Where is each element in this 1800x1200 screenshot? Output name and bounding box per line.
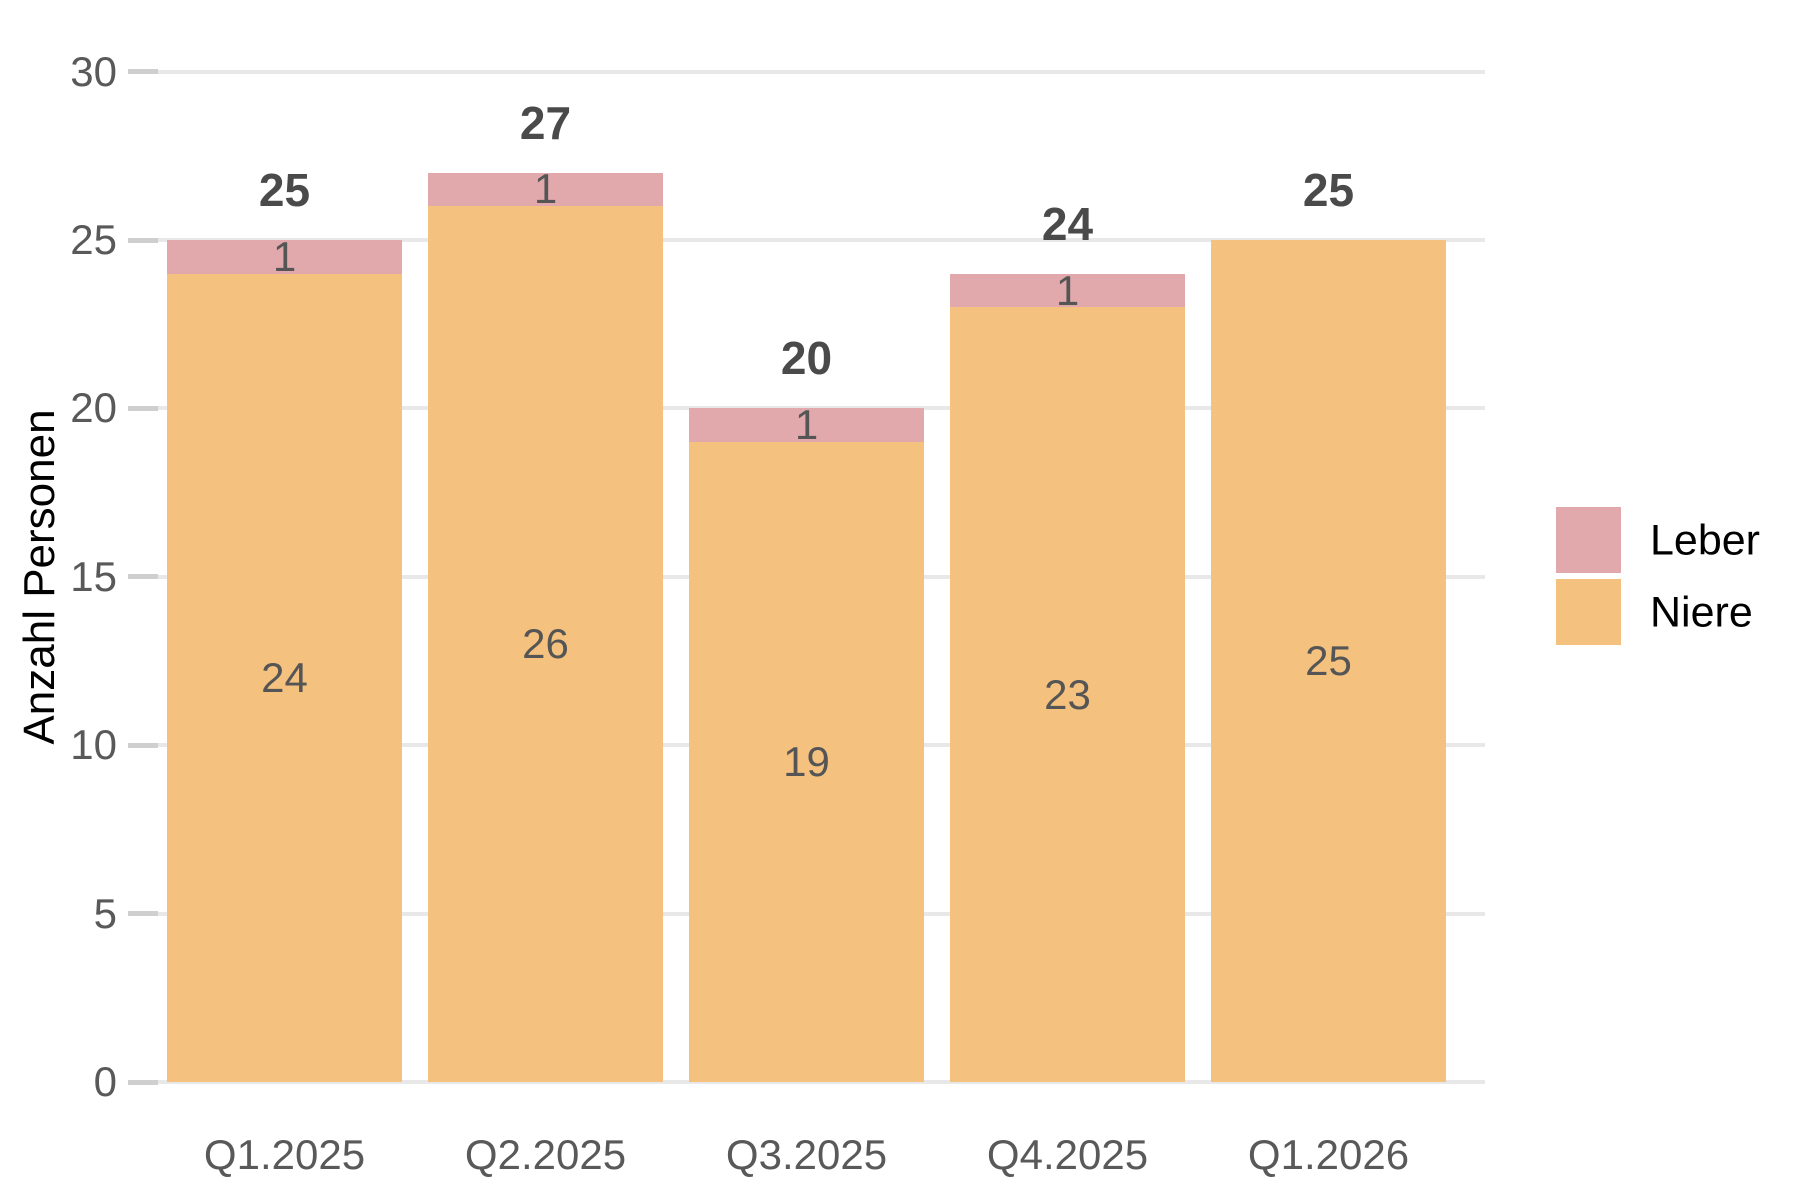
bar-total-label: 24	[1041, 197, 1094, 250]
y-tick-label: 25	[70, 216, 117, 263]
bar-segment-niere	[428, 206, 663, 1082]
bar-total-label: 20	[780, 332, 833, 385]
gridline	[128, 1080, 1485, 1084]
bar-segment-label: 1	[1055, 266, 1080, 314]
bar-segment-niere	[950, 307, 1185, 1082]
bar-segment-label: 1	[794, 401, 819, 449]
x-tick-label: Q1.2026	[1247, 1131, 1410, 1178]
bar-segment-label: 24	[261, 653, 308, 701]
gridline	[128, 69, 1485, 74]
legend-swatch-leber	[1556, 507, 1621, 573]
x-tick-label: Q3.2025	[725, 1131, 888, 1178]
bar-total-label: 25	[258, 164, 311, 216]
bar-segment-label: 1	[533, 165, 558, 213]
legend-swatch-niere	[1556, 579, 1621, 645]
bar-segment-niere	[689, 442, 924, 1082]
x-tick-label: Q2.2025	[464, 1131, 627, 1178]
bar-segment-label: 1	[272, 232, 297, 280]
bar-segment-niere	[1211, 240, 1446, 1082]
x-tick-label: Q4.2025	[986, 1131, 1149, 1178]
y-tick-mark	[128, 911, 158, 917]
bar-total-label: 25	[1302, 164, 1355, 216]
y-tick-mark	[128, 742, 158, 748]
y-tick-label: 15	[70, 552, 117, 600]
bar-total-label: 27	[519, 96, 572, 149]
bar-segment-niere	[167, 273, 402, 1082]
gridline	[128, 238, 1485, 242]
y-tick-label: 30	[70, 47, 117, 95]
legend-label-niere: Niere	[1650, 588, 1753, 637]
y-tick-label: 20	[70, 384, 117, 432]
y-tick-mark	[128, 574, 158, 580]
y-tick-mark	[128, 69, 158, 75]
y-tick-mark	[128, 405, 158, 411]
bar-segment-label: 19	[783, 738, 830, 786]
bar-segment-leber	[950, 273, 1185, 308]
bar-segment-leber	[689, 408, 924, 443]
x-tick-label: Q1.2025	[203, 1131, 366, 1178]
y-tick-label: 0	[93, 1058, 117, 1105]
y-tick-label: 10	[70, 721, 117, 769]
bar-segment-leber	[167, 240, 402, 274]
bar-segment-label: 26	[522, 620, 569, 668]
y-tick-mark	[128, 237, 158, 243]
bar-segment-label: 23	[1044, 670, 1091, 718]
legend-label-leber: Leber	[1650, 516, 1760, 565]
bar-segment-leber	[428, 172, 663, 207]
y-tick-label: 5	[93, 889, 117, 937]
bar-segment-label: 25	[1305, 637, 1352, 684]
y-tick-mark	[128, 1079, 158, 1085]
